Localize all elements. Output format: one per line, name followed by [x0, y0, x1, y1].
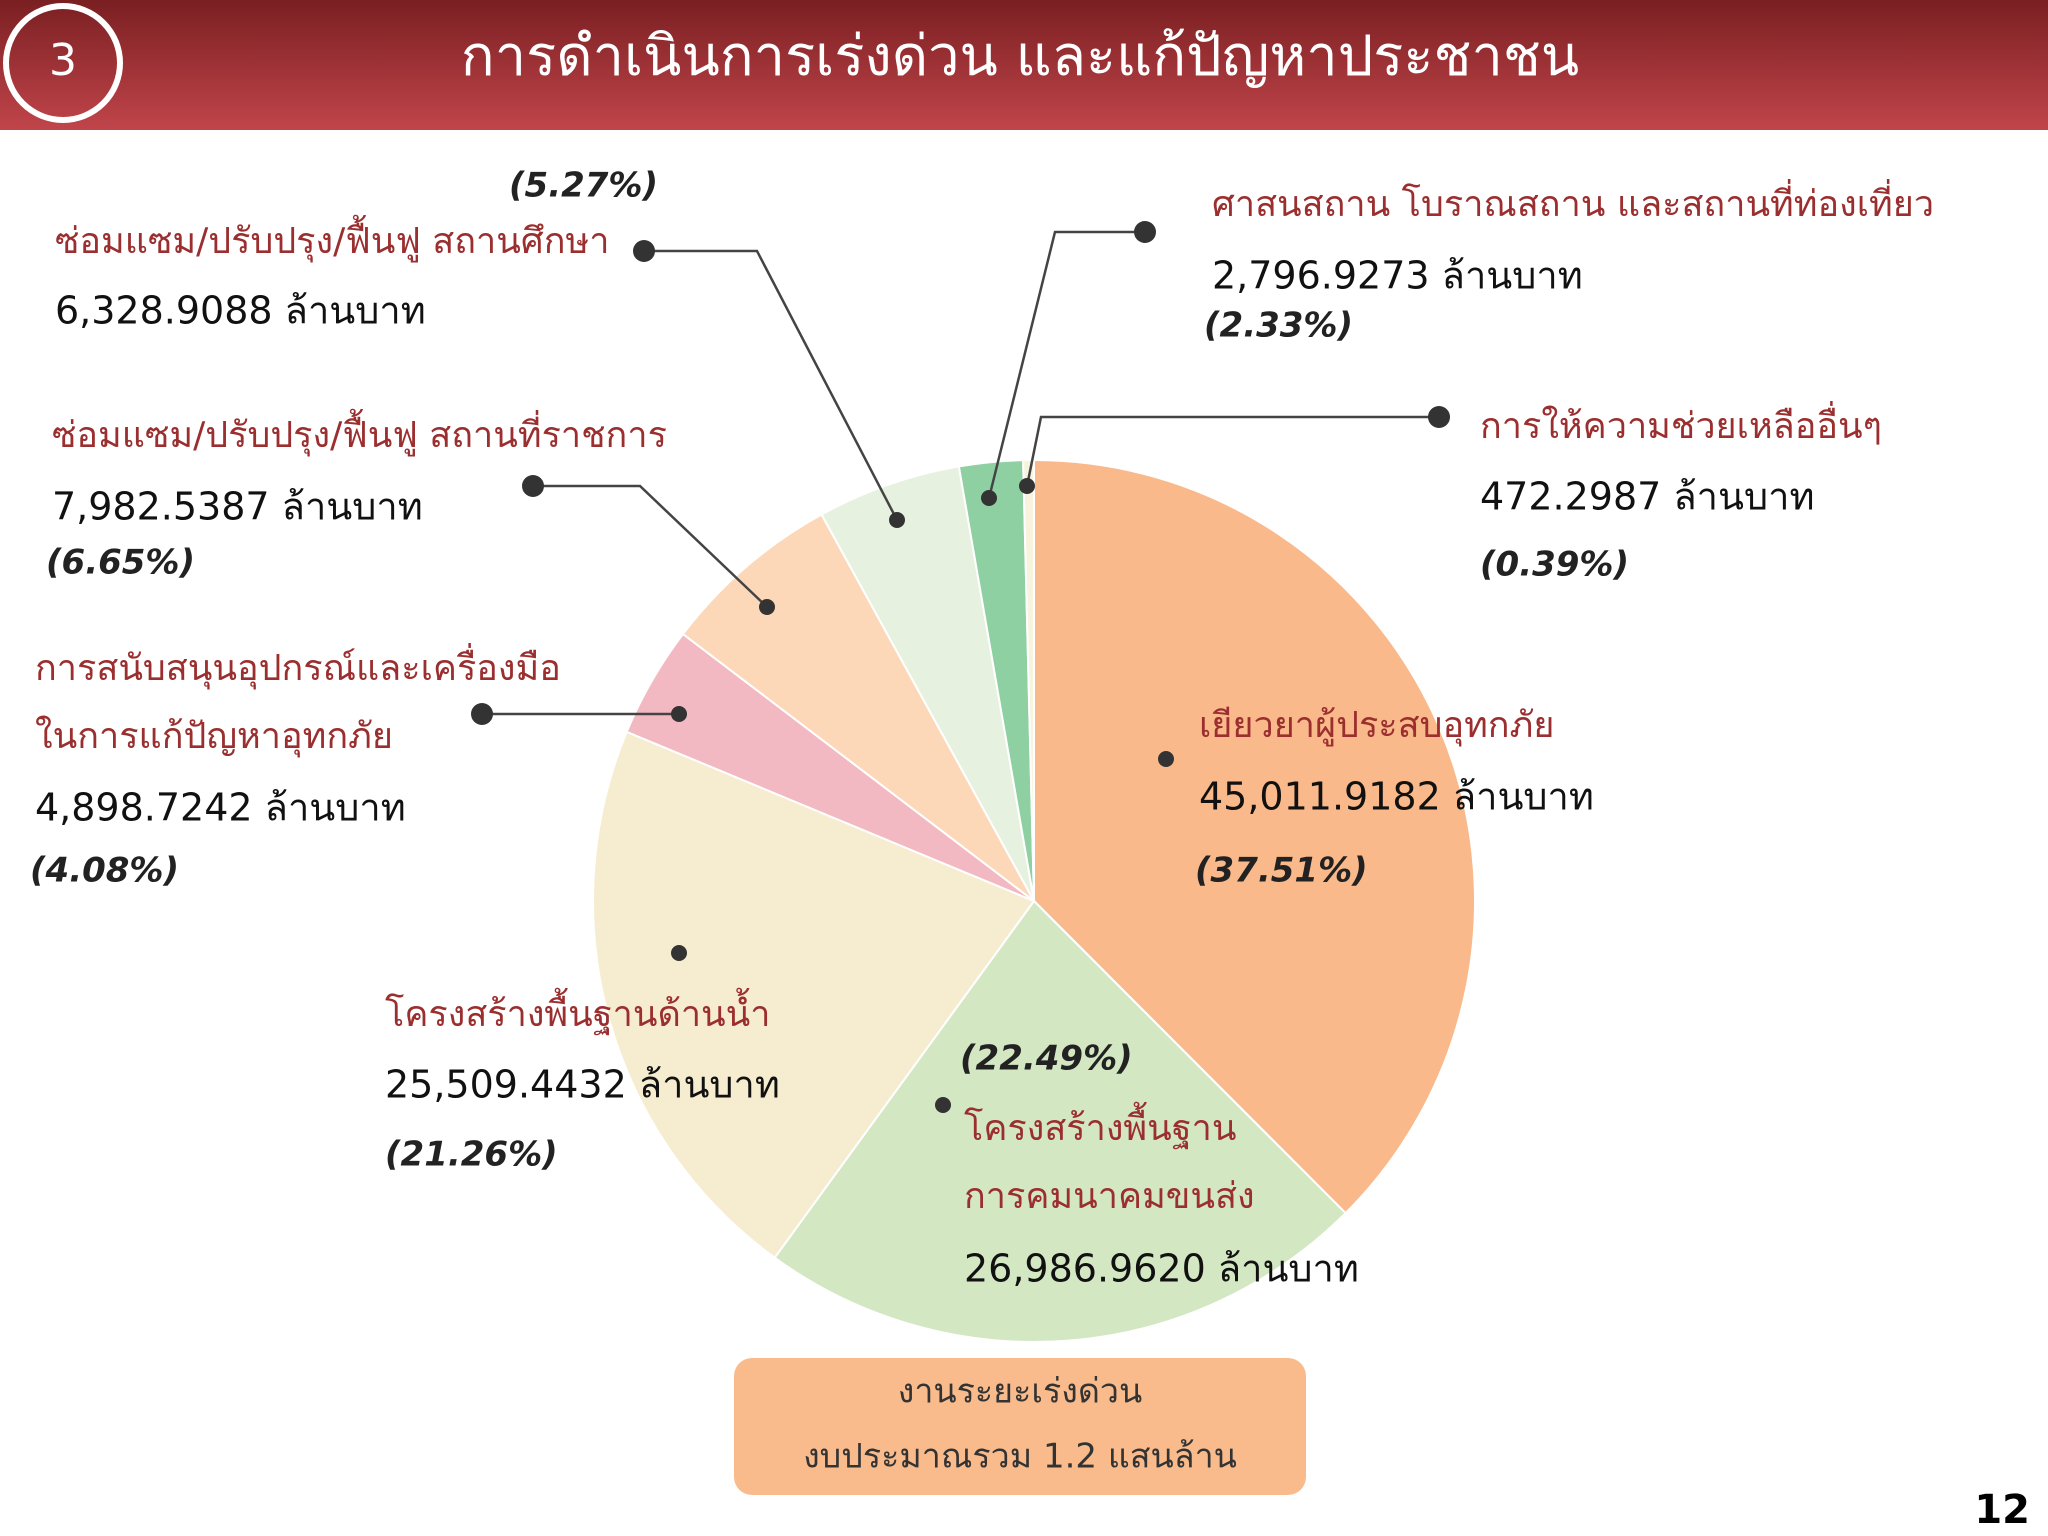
leader-dot	[471, 703, 493, 725]
leader-dot	[1158, 751, 1174, 767]
leader-dot	[671, 706, 687, 722]
value-label: 4,898.7242 ล้านบาท	[35, 786, 406, 830]
leader-dot	[633, 240, 655, 262]
leader-dot	[1134, 221, 1156, 243]
percent-label: (22.49%)	[960, 1039, 1133, 1079]
header-bar	[0, 0, 2048, 130]
leader-line	[1025, 415, 1439, 487]
percent-label: (4.08%)	[30, 851, 179, 891]
value-label: 7,982.5387 ล้านบาท	[52, 485, 423, 529]
leader-dot	[1019, 478, 1035, 494]
category-label: โครงสร้างพื้นฐานการคมนาคมขนส่ง	[964, 1101, 1255, 1217]
percent-label: (5.27%)	[509, 166, 658, 206]
note-line: งานระยะเร่งด่วน	[898, 1372, 1143, 1412]
leader-line	[533, 484, 768, 608]
note-box	[734, 1358, 1306, 1495]
leader-dot	[759, 599, 775, 615]
value-label: 45,011.9182 ล้านบาท	[1199, 775, 1594, 819]
slide-title: การดำเนินการเร่งด่วน และแก้ปัญหาประชาชน	[461, 24, 1579, 89]
category-label: ศาสนสถาน โบราณสถาน และสถานที่ท่องเที่ยว	[1212, 179, 1934, 225]
percent-label: (2.33%)	[1204, 306, 1353, 346]
labels: เยียวยาผู้ประสบอุทกภัย 45,011.9182 ล้านบา…	[30, 166, 1934, 1291]
percent-label: (0.39%)	[1480, 545, 1629, 585]
category-label: การให้ความช่วยเหลืออื่นๆ	[1480, 401, 1882, 447]
value-label: 26,986.9620 ล้านบาท	[964, 1247, 1359, 1291]
section-number: 3	[49, 35, 77, 86]
leader-dot	[671, 945, 687, 961]
percent-label: (21.26%)	[385, 1135, 558, 1175]
leader-dot	[935, 1097, 951, 1113]
category-label: เยียวยาผู้ประสบอุทกภัย	[1199, 705, 1554, 747]
leaders	[482, 230, 1439, 716]
pie-slice	[1022, 458, 1035, 902]
section-badge	[3, 3, 123, 123]
percent-label: (6.65%)	[46, 543, 195, 583]
percent-label: (37.51%)	[1195, 851, 1368, 891]
value-label: 472.2987 ล้านบาท	[1480, 475, 1815, 519]
pie-slice	[820, 465, 1035, 902]
leader-dot	[889, 512, 905, 528]
pie-slice	[592, 730, 1036, 1260]
category-label: ซ่อมแซม/ปรับปรุง/ฟื้นฟู สถานศึกษา	[55, 214, 609, 263]
page-number: 12	[1974, 1487, 2030, 1533]
pie	[592, 458, 1476, 1343]
value-label: 2,796.9273 ล้านบาท	[1212, 254, 1583, 298]
leader-dot	[1428, 406, 1450, 428]
leader-dot	[981, 490, 997, 506]
value-label: 6,328.9088 ล้านบาท	[55, 289, 426, 333]
pie-slice	[773, 899, 1347, 1343]
pie-slice	[1033, 458, 1476, 1215]
category-label: โครงสร้างพื้นฐานด้านน้ำ	[385, 987, 771, 1036]
value-label: 25,509.4432 ล้านบาท	[385, 1063, 780, 1107]
category-label: การสนับสนุนอุปกรณ์และเครื่องมือในการแก้ป…	[35, 643, 561, 758]
note-line: งบประมาณรวม 1.2 แสนล้าน	[803, 1437, 1237, 1477]
leader-line	[987, 230, 1145, 499]
leader-line	[644, 249, 899, 521]
category-label: ซ่อมแซม/ปรับปรุง/ฟื้นฟู สถานที่ราชการ	[52, 408, 667, 457]
leader-dot	[522, 475, 544, 497]
